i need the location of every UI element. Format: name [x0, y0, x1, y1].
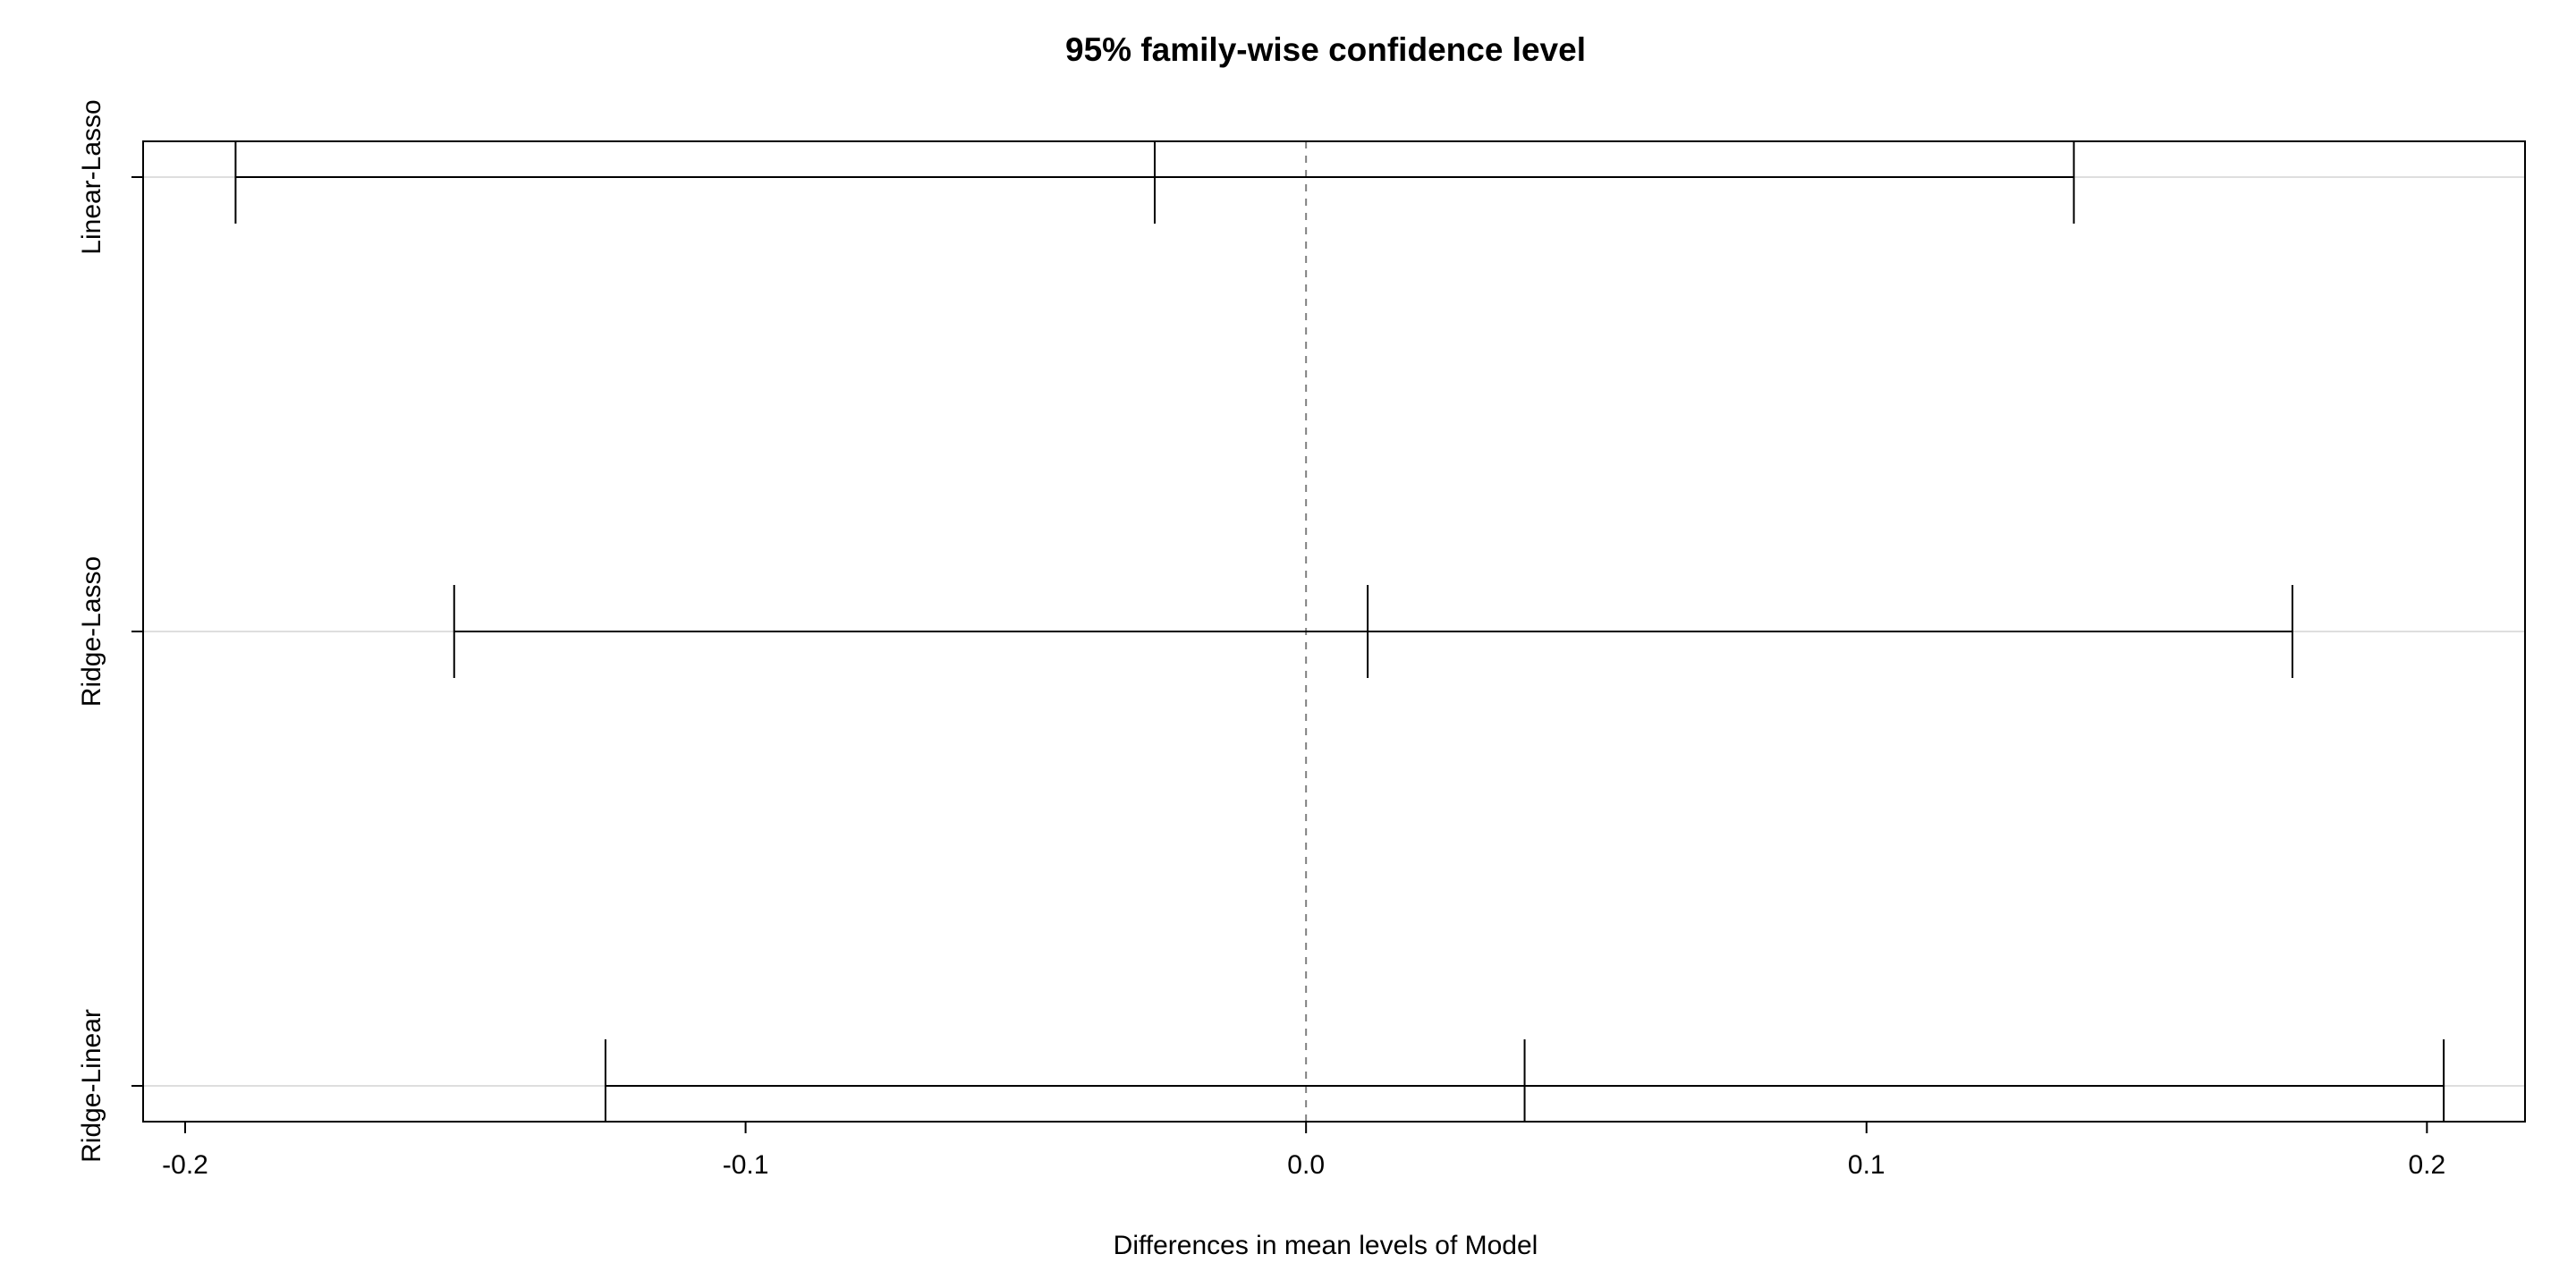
x-tick-label: 0.1 [1848, 1150, 1885, 1180]
interval-ridge-lasso [453, 585, 2293, 678]
y-axis: Linear-Lasso Ridge-Lasso Ridge-Linear [77, 99, 143, 1163]
x-tick-label: -0.2 [162, 1150, 208, 1180]
confidence-intervals [234, 141, 2445, 1122]
interval-linear-lasso [234, 141, 2075, 224]
x-axis: -0.2 -0.1 0.0 0.1 0.2 [162, 1122, 2445, 1180]
chart-title: 95% family-wise confidence level [1065, 31, 1586, 68]
y-tick-label: Ridge-Linear [77, 1009, 106, 1163]
interval-ridge-linear [604, 1039, 2445, 1122]
y-tick-label: Ridge-Lasso [77, 556, 106, 707]
y-tick-label: Linear-Lasso [77, 99, 106, 254]
x-tick-label: -0.1 [723, 1150, 769, 1180]
x-tick-label: 0.2 [2408, 1150, 2445, 1180]
x-tick-label: 0.0 [1287, 1150, 1325, 1180]
x-axis-label: Differences in mean levels of Model [1114, 1231, 1538, 1260]
